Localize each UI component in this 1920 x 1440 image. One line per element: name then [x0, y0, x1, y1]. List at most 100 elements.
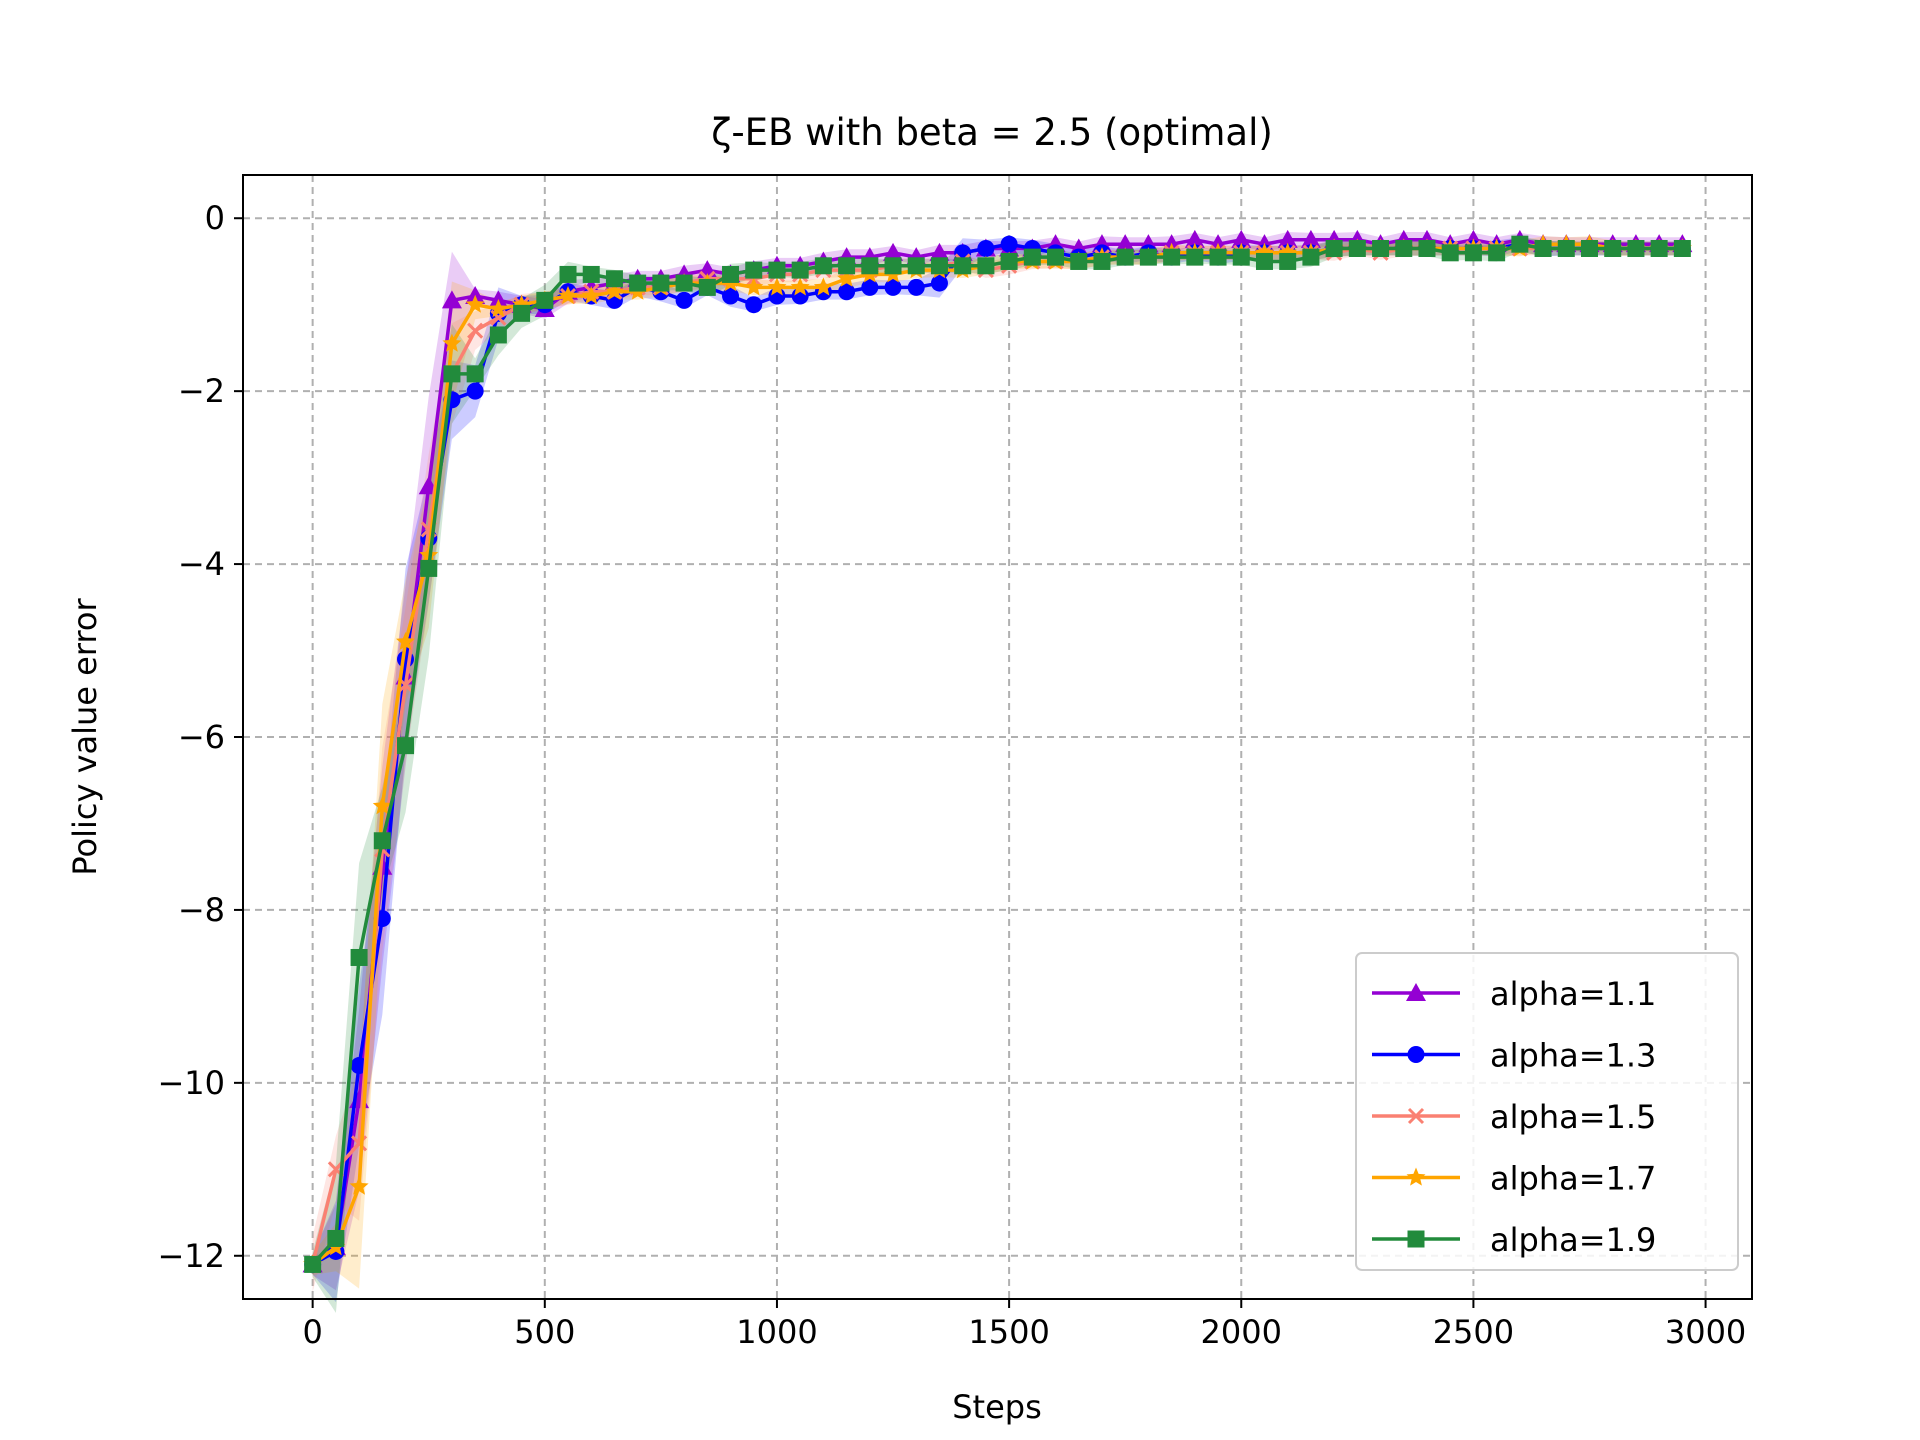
data-point — [1407, 1230, 1425, 1248]
data-point — [1116, 248, 1134, 266]
data-point — [675, 291, 693, 309]
data-point — [1300, 229, 1321, 248]
legend-item: alpha=1.1 — [1372, 975, 1656, 1013]
data-point — [791, 261, 809, 279]
data-point — [581, 286, 601, 305]
data-point — [1557, 239, 1575, 257]
data-point — [1163, 248, 1181, 266]
data-point — [442, 333, 462, 352]
x-tick-label: 2500 — [1433, 1313, 1514, 1351]
data-point — [1000, 252, 1018, 270]
data-point — [929, 242, 950, 261]
data-point — [1534, 239, 1552, 257]
data-point — [698, 278, 716, 296]
data-point — [1348, 239, 1366, 257]
data-point — [489, 326, 507, 344]
series-band — [312, 232, 1683, 1291]
data-point — [744, 277, 764, 296]
data-point — [1093, 252, 1111, 270]
y-tick-label: −4 — [178, 545, 225, 583]
y-tick-label: 0 — [205, 199, 225, 237]
data-point — [838, 283, 856, 301]
data-point — [372, 796, 392, 815]
data-point — [861, 278, 879, 296]
data-point — [954, 257, 972, 275]
data-point — [1673, 239, 1691, 257]
data-point — [1325, 239, 1343, 257]
x-axis-label: Steps — [952, 1388, 1042, 1426]
legend-item: alpha=1.9 — [1372, 1221, 1656, 1259]
data-point — [488, 299, 508, 318]
y-tick-label: −12 — [157, 1237, 225, 1275]
data-point — [1186, 248, 1204, 266]
legend-item: alpha=1.5 — [1372, 1098, 1656, 1136]
y-tick-label: −8 — [178, 891, 225, 929]
x-tick-label: 1500 — [968, 1313, 1049, 1351]
x-tick-label: 3000 — [1665, 1313, 1746, 1351]
data-point — [814, 257, 832, 275]
x-tick-label: 1000 — [736, 1313, 817, 1351]
data-point — [1115, 234, 1136, 253]
data-point — [722, 265, 740, 283]
data-point — [883, 242, 904, 261]
data-point — [977, 239, 995, 257]
data-point — [1418, 239, 1436, 257]
data-point — [559, 265, 577, 283]
legend-box — [1355, 952, 1739, 1271]
data-point — [1277, 229, 1298, 248]
data-point — [790, 277, 810, 296]
y-tick-label: −6 — [178, 718, 225, 756]
data-point — [1209, 248, 1227, 266]
data-point — [977, 257, 995, 275]
data-point — [1406, 983, 1426, 1001]
data-point — [930, 257, 948, 275]
legend-label: alpha=1.7 — [1490, 1160, 1656, 1198]
series — [304, 235, 1691, 1273]
data-point — [467, 322, 484, 339]
data-point — [349, 1176, 369, 1195]
legend: alpha=1.1 alpha=1.3 alpha=1.5 alpha=1.7 alph… — [1355, 952, 1739, 1271]
legend-item: alpha=1.3 — [1372, 1037, 1656, 1075]
data-point — [1395, 239, 1413, 257]
data-point — [884, 257, 902, 275]
data-point — [1604, 239, 1622, 257]
data-point — [582, 265, 600, 283]
data-point — [397, 737, 415, 755]
data-point — [443, 365, 461, 383]
data-point — [605, 270, 623, 288]
x-axis-ticks: 0 500 1000 1500 2000 2500 3000 — [302, 1299, 1746, 1351]
data-point — [1232, 248, 1250, 266]
data-point — [396, 631, 415, 650]
data-point — [441, 290, 462, 309]
data-point — [1627, 239, 1645, 257]
x-tick-label: 2000 — [1201, 1313, 1282, 1351]
data-point — [1488, 244, 1506, 262]
data-point — [604, 281, 624, 300]
data-point — [1139, 248, 1157, 266]
data-point — [513, 304, 531, 322]
data-point — [813, 277, 833, 296]
legend-label: alpha=1.1 — [1490, 975, 1656, 1013]
data-point — [930, 274, 948, 292]
legend-label: alpha=1.5 — [1490, 1098, 1656, 1136]
data-point — [722, 287, 740, 305]
data-point — [1441, 244, 1459, 262]
data-point — [465, 294, 485, 313]
data-point — [861, 257, 879, 275]
data-point — [1279, 252, 1297, 270]
data-point — [907, 257, 925, 275]
data-point — [466, 365, 484, 383]
data-point — [327, 1229, 345, 1247]
data-point — [837, 268, 857, 287]
x-tick-label: 0 — [302, 1313, 322, 1351]
data-point — [466, 382, 484, 400]
legend-label: alpha=1.3 — [1490, 1037, 1656, 1075]
data-point — [1464, 244, 1482, 262]
data-point — [1255, 252, 1273, 270]
chart-title: ζ-EB with beta = 2.5 (optimal) — [711, 111, 1273, 154]
data-point — [1407, 1046, 1425, 1063]
x-tick-label: 500 — [514, 1313, 575, 1351]
legend-label: alpha=1.9 — [1490, 1221, 1656, 1259]
data-point — [1000, 235, 1018, 253]
